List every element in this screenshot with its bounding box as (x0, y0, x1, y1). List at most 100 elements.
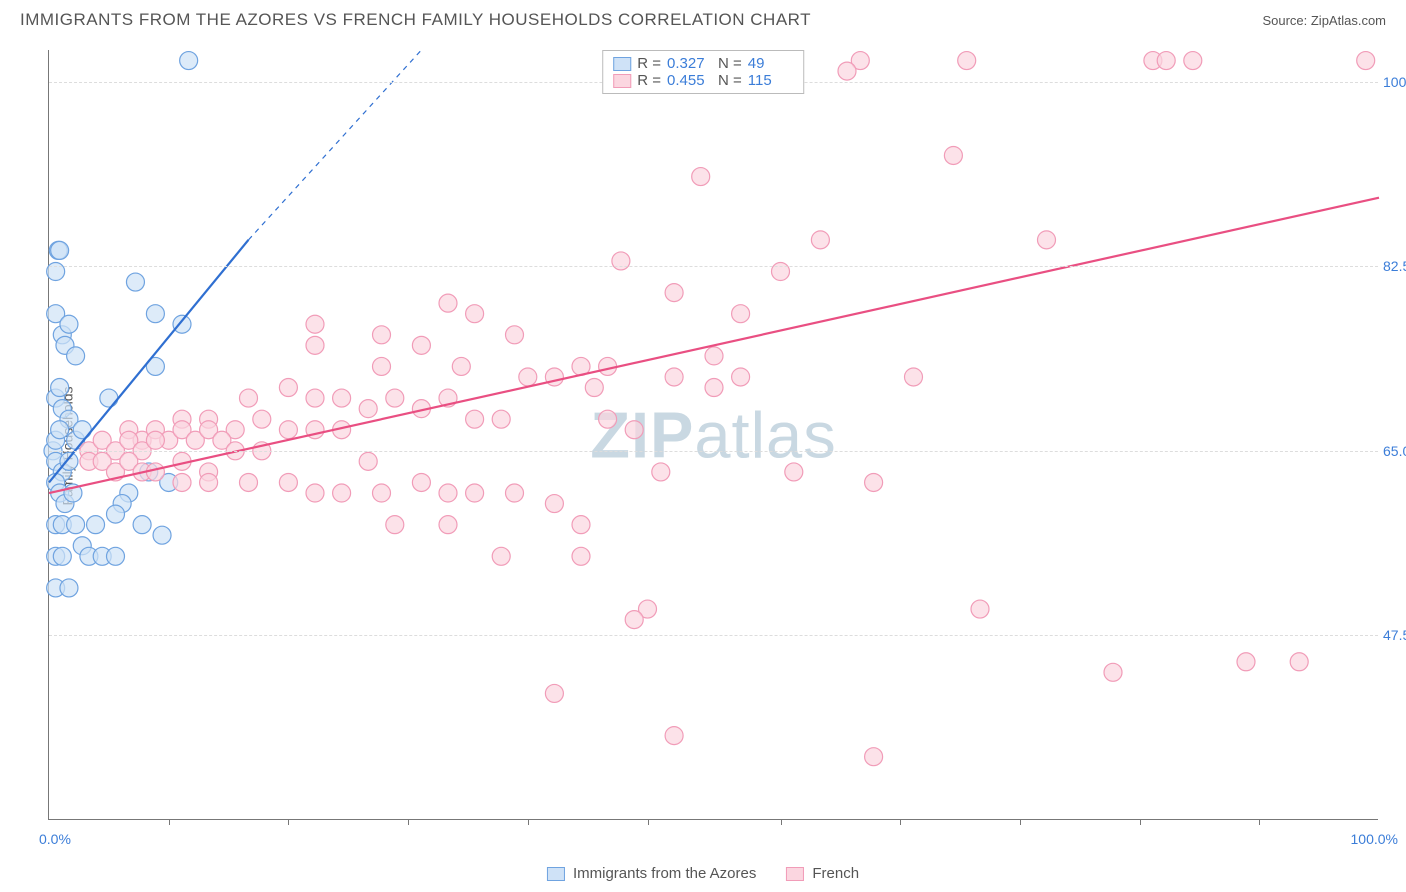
chart-source: Source: ZipAtlas.com (1262, 13, 1386, 28)
data-point (466, 484, 484, 502)
data-point (838, 62, 856, 80)
data-point (705, 347, 723, 365)
data-point (958, 52, 976, 70)
data-point (545, 684, 563, 702)
data-point (492, 547, 510, 565)
stats-legend-row: R = 0.327 N = 49 (613, 55, 793, 72)
series-legend: Immigrants from the Azores French (547, 865, 859, 882)
data-point (1290, 653, 1308, 671)
x-tick (169, 819, 170, 825)
x-tick (1140, 819, 1141, 825)
data-point (612, 252, 630, 270)
data-point (279, 379, 297, 397)
data-point (944, 146, 962, 164)
data-point (439, 484, 457, 502)
series-legend-item: French (786, 865, 859, 882)
series-legend-label: Immigrants from the Azores (573, 865, 756, 882)
data-point (652, 463, 670, 481)
data-point (599, 410, 617, 428)
stats-legend-row: R =0.455N =115 (613, 72, 793, 89)
data-point (60, 315, 78, 333)
data-point (173, 315, 191, 333)
series-legend-label: French (812, 865, 859, 882)
data-point (306, 336, 324, 354)
data-point (146, 463, 164, 481)
legend-swatch (613, 74, 631, 88)
data-point (306, 484, 324, 502)
data-point (625, 421, 643, 439)
x-axis-label-min: 0.0% (39, 831, 71, 847)
data-point (665, 284, 683, 302)
data-point (412, 336, 430, 354)
x-tick (1020, 819, 1021, 825)
y-tick-label: 65.0% (1383, 443, 1406, 459)
legend-swatch (547, 867, 565, 881)
x-tick (1259, 819, 1260, 825)
stats-label: R = (637, 72, 661, 89)
data-point (439, 516, 457, 534)
stats-legend: R =0.327N =49R =0.455N =115 (602, 50, 804, 94)
data-point (506, 484, 524, 502)
data-point (466, 410, 484, 428)
x-tick (781, 819, 782, 825)
data-point (705, 379, 723, 397)
trend-line-dashed (249, 50, 422, 240)
data-point (107, 505, 125, 523)
scatter-plot-svg (49, 50, 1378, 819)
x-tick (408, 819, 409, 825)
data-point (692, 168, 710, 186)
data-point (452, 357, 470, 375)
data-point (60, 579, 78, 597)
data-point (306, 389, 324, 407)
data-point (865, 748, 883, 766)
x-tick (900, 819, 901, 825)
x-tick (648, 819, 649, 825)
stats-value: 0.327 (667, 55, 712, 72)
data-point (412, 473, 430, 491)
data-point (240, 473, 258, 491)
data-point (60, 452, 78, 470)
data-point (47, 263, 65, 281)
data-point (572, 547, 590, 565)
x-tick (528, 819, 529, 825)
stats-value: 49 (748, 55, 793, 72)
stats-label: N = (718, 55, 742, 72)
data-point (180, 52, 198, 70)
data-point (333, 389, 351, 407)
data-point (126, 273, 144, 291)
grid-line (49, 451, 1378, 452)
chart-title: IMMIGRANTS FROM THE AZORES VS FRENCH FAM… (20, 10, 811, 30)
data-point (107, 547, 125, 565)
data-point (386, 516, 404, 534)
data-point (811, 231, 829, 249)
data-point (306, 315, 324, 333)
data-point (51, 421, 69, 439)
data-point (625, 611, 643, 629)
data-point (519, 368, 537, 386)
data-point (173, 473, 191, 491)
data-point (51, 241, 69, 259)
y-tick-label: 47.5% (1383, 627, 1406, 643)
data-point (599, 357, 617, 375)
data-point (253, 410, 271, 428)
data-point (373, 326, 391, 344)
stats-label: N = (718, 72, 742, 89)
data-point (359, 400, 377, 418)
data-point (146, 431, 164, 449)
data-point (67, 347, 85, 365)
stats-label: R = (637, 55, 661, 72)
data-point (200, 473, 218, 491)
data-point (279, 473, 297, 491)
chart-header: IMMIGRANTS FROM THE AZORES VS FRENCH FAM… (0, 0, 1406, 40)
data-point (439, 294, 457, 312)
data-point (665, 368, 683, 386)
data-point (359, 452, 377, 470)
data-point (1237, 653, 1255, 671)
data-point (100, 389, 118, 407)
data-point (153, 526, 171, 544)
data-point (240, 389, 258, 407)
data-point (506, 326, 524, 344)
stats-value: 0.455 (667, 72, 712, 89)
data-point (146, 305, 164, 323)
grid-line (49, 635, 1378, 636)
